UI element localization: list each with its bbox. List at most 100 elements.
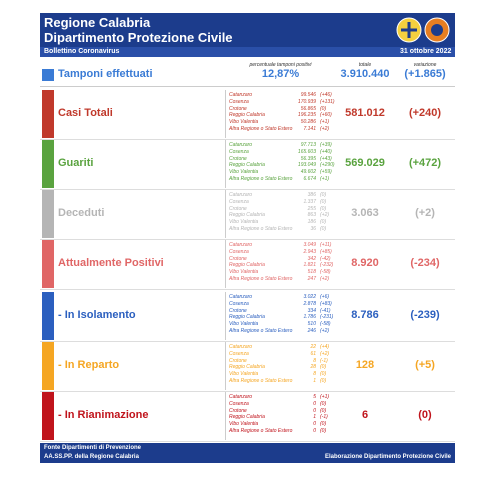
province-value: 334 — [307, 307, 316, 314]
province-change: (-232) — [320, 262, 334, 269]
province-value: 28 — [310, 364, 316, 371]
footer-source: AA.SS.PP. della Regione Calabria — [44, 454, 139, 460]
province-value: 247 — [307, 276, 316, 282]
province-value: 2.878 — [303, 300, 316, 307]
province-change: (-58) — [320, 269, 331, 276]
separator — [40, 189, 455, 190]
province-value: 22 — [310, 344, 316, 350]
province-value: 386 — [307, 192, 316, 198]
province-value: 7.141 — [303, 126, 316, 132]
province-name: Vibo Valentia — [229, 421, 259, 428]
province-change: (+40) — [320, 148, 332, 155]
province-value: 56.395 — [300, 155, 316, 162]
section-total: 8.786 — [351, 309, 379, 321]
province-change: (+59) — [320, 169, 332, 176]
province-value: 863 — [307, 212, 316, 219]
province-change: (+85) — [320, 248, 332, 255]
footer-bar — [40, 443, 455, 463]
province-change: (-42) — [320, 255, 331, 262]
section-change: (+472) — [408, 157, 442, 169]
province-name: Cosenza — [229, 198, 249, 205]
section-total: 581.012 — [345, 107, 385, 119]
separator — [40, 139, 455, 140]
section-bar — [42, 90, 54, 138]
province-value: 8 — [313, 357, 316, 364]
province-name: Reggio Calabria — [229, 212, 265, 219]
province-value: 165.603 — [297, 148, 316, 155]
province-change: (0) — [320, 105, 327, 112]
province-name: Reggio Calabria — [229, 314, 265, 321]
section-label: Casi Totali — [58, 107, 113, 119]
province-change: (+131) — [320, 98, 335, 105]
section-change: (+240) — [408, 107, 442, 119]
province-change: (0) — [320, 400, 327, 407]
province-value: 3.049 — [303, 242, 316, 248]
province-name: Reggio Calabria — [229, 364, 265, 371]
section-change: (+5) — [415, 359, 435, 371]
province-name: Cosenza — [229, 400, 249, 407]
province-value: 0 — [313, 407, 316, 414]
province-change: (-41) — [320, 307, 331, 314]
section-total: 569.029 — [345, 157, 385, 169]
province-change: (0) — [320, 407, 327, 414]
province-value: 49.602 — [300, 169, 316, 176]
province-name: Catanzaro — [229, 344, 253, 350]
section-label: - In Reparto — [58, 359, 120, 371]
separator — [40, 86, 455, 87]
province-change: (+46) — [320, 92, 332, 98]
section-bar — [42, 240, 54, 288]
province-name: Vibo Valentia — [229, 119, 259, 126]
province-name: Cosenza — [229, 98, 249, 105]
province-change: (0) — [320, 421, 327, 428]
province-change: (+1) — [320, 176, 330, 182]
section-label: - In Rianimazione — [58, 409, 149, 421]
province-name: Crotone — [229, 307, 247, 314]
province-value: 0 — [313, 421, 316, 428]
province-value: 1 — [313, 378, 316, 384]
province-change: (+2) — [320, 328, 330, 334]
title-line2: Dipartimento Protezione Civile — [44, 30, 233, 45]
tests-total: 3.910.440 — [340, 68, 390, 80]
province-value: 518 — [307, 269, 316, 276]
province-value: 246 — [307, 328, 316, 334]
province-change: (+60) — [320, 112, 332, 119]
province-change: (0) — [320, 219, 327, 226]
divider — [225, 342, 226, 390]
province-change: (-231) — [320, 314, 334, 321]
section-label: Attualmente Positivi — [58, 257, 164, 269]
province-name: Crotone — [229, 357, 247, 364]
column-header: totale — [358, 62, 372, 68]
section-change: (-234) — [410, 257, 440, 269]
province-name: Altra Regione o Stato Estero — [229, 328, 293, 334]
province-value: 0 — [313, 428, 316, 434]
province-value: 97.713 — [300, 142, 316, 148]
logo-cross — [401, 22, 417, 38]
province-name: Vibo Valentia — [229, 269, 259, 276]
section-bar — [42, 342, 54, 390]
separator — [40, 239, 455, 240]
province-name: Crotone — [229, 407, 247, 414]
logo-center — [431, 24, 443, 36]
province-value: 342 — [307, 255, 316, 262]
section-change: (0) — [418, 409, 432, 421]
title-line1: Regione Calabria — [44, 15, 151, 30]
province-value: 61 — [310, 350, 316, 357]
province-value: 36 — [310, 226, 316, 232]
province-name: Reggio Calabria — [229, 262, 265, 269]
section-change: (+2) — [415, 207, 435, 219]
section-label: - In Isolamento — [58, 309, 136, 321]
province-change: (+43) — [320, 155, 332, 162]
province-value: 3.022 — [303, 294, 316, 300]
column-header: variazione — [413, 62, 437, 68]
subheader-bar — [40, 47, 455, 57]
province-name: Altra Regione o Stato Estero — [229, 126, 293, 132]
province-name: Crotone — [229, 205, 247, 212]
province-value: 56.865 — [300, 105, 316, 112]
tests-percent: 12,87% — [261, 68, 300, 80]
province-change: (+39) — [320, 142, 332, 148]
divider — [225, 140, 226, 188]
section-bar — [42, 190, 54, 238]
province-name: Catanzaro — [229, 192, 253, 198]
divider — [225, 240, 226, 288]
province-change: (+2) — [320, 350, 330, 357]
